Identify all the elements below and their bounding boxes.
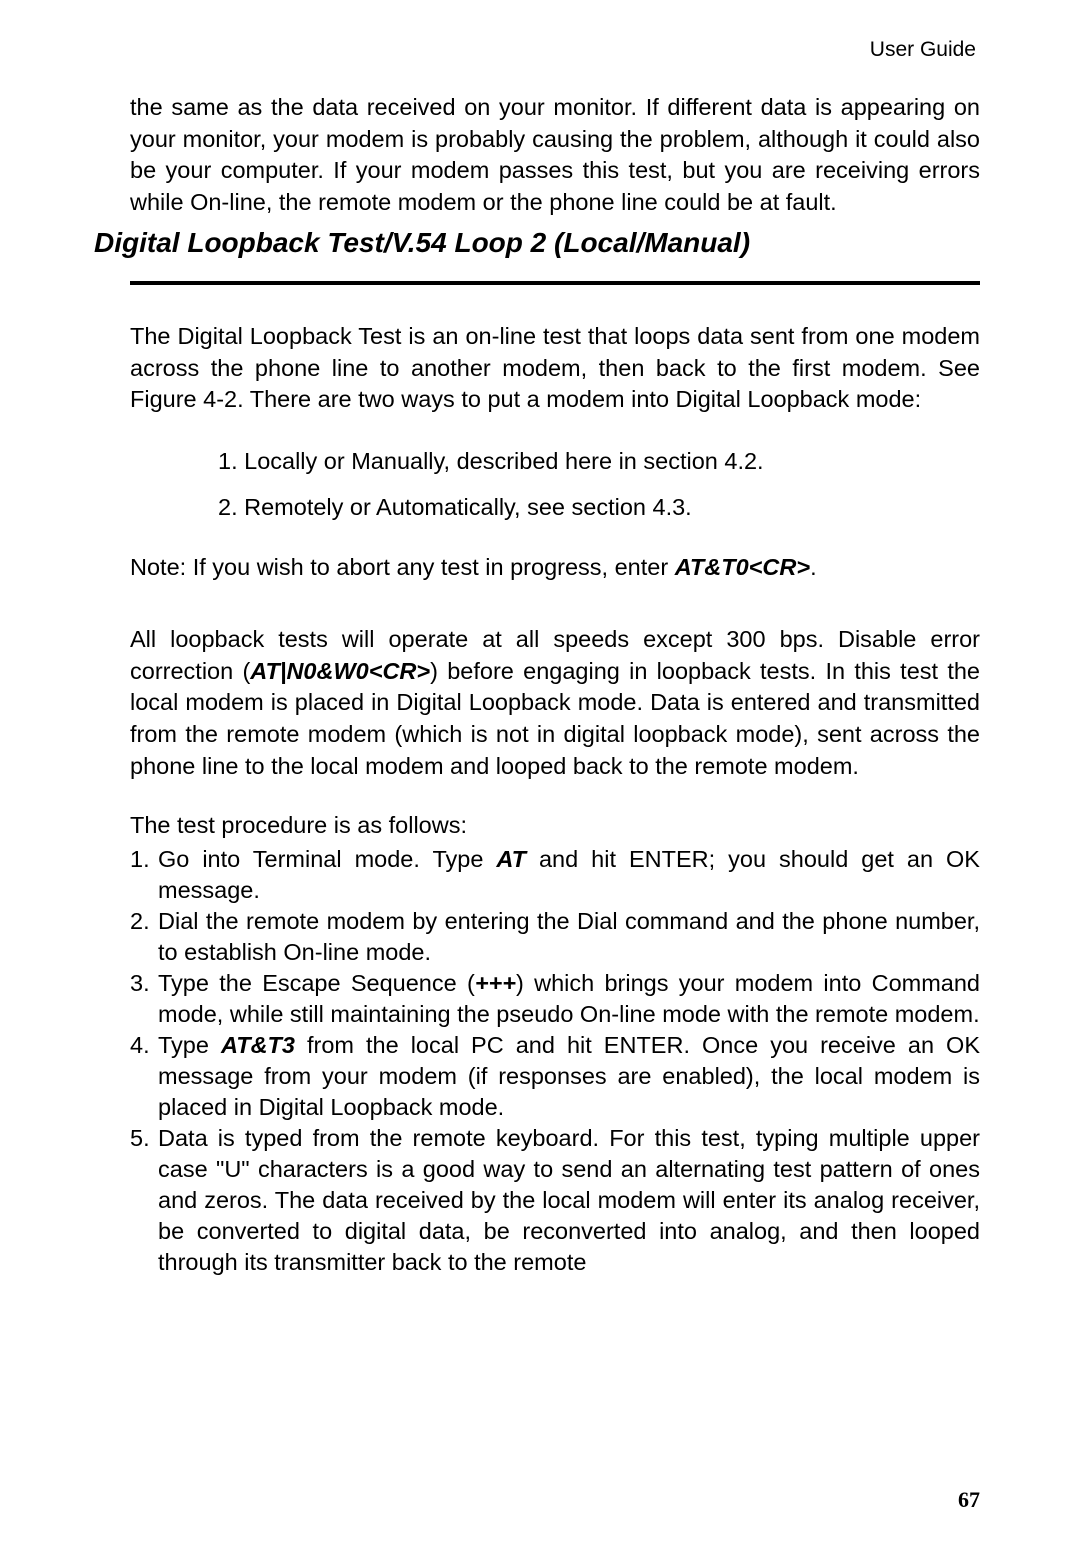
procedure-step: 3. Type the Escape Sequence (+++) which … (130, 968, 980, 1030)
step-number: 4. (130, 1030, 158, 1123)
note-line: Note: If you wish to abort any test in p… (130, 552, 980, 584)
procedure-step: 4. Type AT&T3 from the local PC and hit … (130, 1030, 980, 1123)
step-command: AT&T3 (221, 1032, 295, 1058)
step-command: +++ (475, 970, 516, 996)
step-body: Go into Terminal mode. Type AT and hit E… (158, 844, 980, 906)
note-suffix: . (810, 554, 817, 580)
step-body: Dial the remote modem by entering the Di… (158, 906, 980, 968)
description-paragraph: The Digital Loopback Test is an on-line … (130, 321, 980, 416)
procedure-step: 5. Data is typed from the remote keyboar… (130, 1123, 980, 1278)
procedure-intro: The test procedure is as follows: (130, 810, 980, 842)
step-body: Data is typed from the remote keyboard. … (158, 1123, 980, 1278)
page-number: 67 (958, 1487, 980, 1513)
step-text: Type (158, 1032, 221, 1058)
step-text: Go into Terminal mode. Type (158, 846, 496, 872)
header-right: User Guide (130, 38, 976, 62)
detail-command: AT|N0&W0<CR> (250, 658, 430, 684)
step-number: 1. (130, 844, 158, 906)
procedure-step: 1. Go into Terminal mode. Type AT and hi… (130, 844, 980, 906)
step-number: 3. (130, 968, 158, 1030)
section-title: Digital Loopback Test/V.54 Loop 2 (Local… (94, 227, 980, 259)
procedure-step: 2. Dial the remote modem by entering the… (130, 906, 980, 968)
step-body: Type the Escape Sequence (+++) which bri… (158, 968, 980, 1030)
mode-list: 1. Locally or Manually, described here i… (218, 444, 980, 524)
procedure-list: 1. Go into Terminal mode. Type AT and hi… (130, 844, 980, 1278)
detail-paragraph: All loopback tests will operate at all s… (130, 624, 980, 783)
section-divider (130, 281, 980, 285)
step-number: 5. (130, 1123, 158, 1278)
step-number: 2. (130, 906, 158, 968)
note-text: Note: If you wish to abort any test in p… (130, 554, 675, 580)
note-command: AT&T0<CR> (675, 554, 810, 580)
step-command: AT (496, 846, 526, 872)
step-text: Dial the remote modem by entering the Di… (158, 908, 980, 965)
page: User Guide the same as the data received… (0, 0, 1080, 1553)
step-body: Type AT&T3 from the local PC and hit ENT… (158, 1030, 980, 1123)
intro-paragraph: the same as the data received on your mo… (130, 92, 980, 219)
step-text: Type the Escape Sequence ( (158, 970, 475, 996)
mode-list-item: 2. Remotely or Automatically, see sectio… (218, 490, 980, 524)
mode-list-item: 1. Locally or Manually, described here i… (218, 444, 980, 478)
step-text: Data is typed from the remote keyboard. … (158, 1125, 980, 1275)
